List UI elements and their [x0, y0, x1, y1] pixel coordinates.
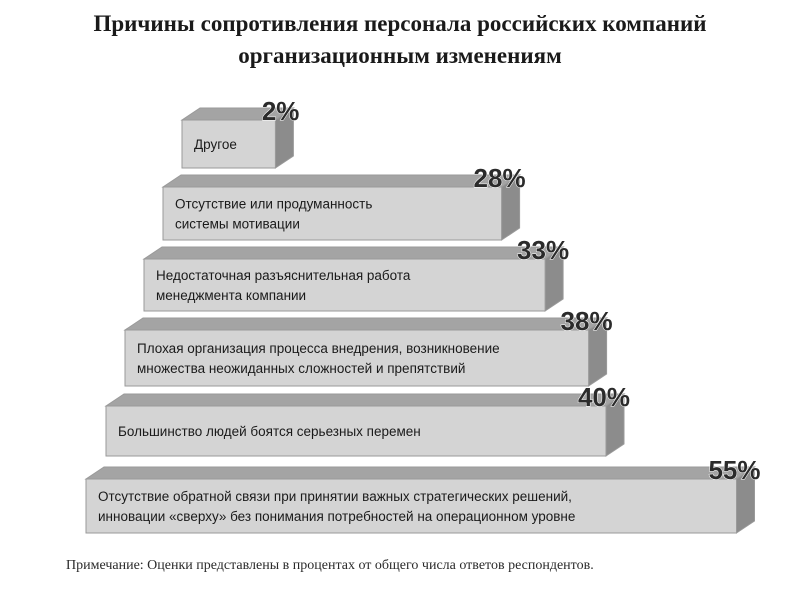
bar-front-face [162, 186, 503, 241]
bar-step: Плохая организация процесса внедрения, в… [123, 306, 613, 387]
value-label: 28% [474, 163, 526, 193]
category-label: Плохая организация процесса внедрения, в… [137, 341, 500, 356]
bar-step: Недостаточная разъяснительная работа мене… [142, 235, 570, 312]
value-label: 55% [708, 455, 760, 485]
category-label: Отсутствие или продуманность [175, 197, 372, 212]
bar-step: Другое 2% [180, 96, 300, 169]
bar-top-face [123, 317, 609, 331]
bar-step: Отсутствие или продуманность системы моти… [161, 163, 526, 241]
category-label: Недостаточная разъяснительная работа [156, 268, 411, 283]
category-label: Другое [194, 137, 237, 152]
bar-step: Большинство людей боятся серьезных перем… [104, 382, 631, 457]
chart-title-line-2: организационным изменениям [238, 43, 562, 68]
chart-title-line-1: Причины сопротивления персонала российск… [93, 11, 707, 36]
category-label: менеджмента компании [156, 288, 306, 303]
bar-step: Отсутствие обратной связи при принятии в… [84, 455, 761, 534]
category-label: системы мотивации [175, 217, 300, 232]
bar-front-face [124, 329, 590, 387]
value-label: 33% [517, 235, 569, 265]
bar-top-face [161, 174, 522, 188]
value-label: 38% [561, 306, 613, 336]
chart-note: Примечание: Оценки представлены в процен… [66, 558, 594, 573]
value-label: 2% [262, 96, 300, 126]
category-label: Отсутствие обратной связи при принятии в… [98, 489, 572, 504]
category-label: инновации «сверху» без понимания потребн… [98, 509, 575, 524]
bar-front-face [85, 478, 737, 534]
category-label: Большинство людей боятся серьезных перем… [118, 424, 421, 439]
bar-top-face [142, 246, 565, 260]
value-label: 40% [578, 382, 630, 412]
bar-front-face [105, 405, 607, 457]
bar-front-face [143, 258, 546, 312]
bar-front-face [181, 119, 276, 169]
bar-top-face [84, 466, 757, 480]
category-label: множества неожиданных сложностей и препя… [137, 361, 465, 376]
bar-top-face [104, 393, 626, 407]
